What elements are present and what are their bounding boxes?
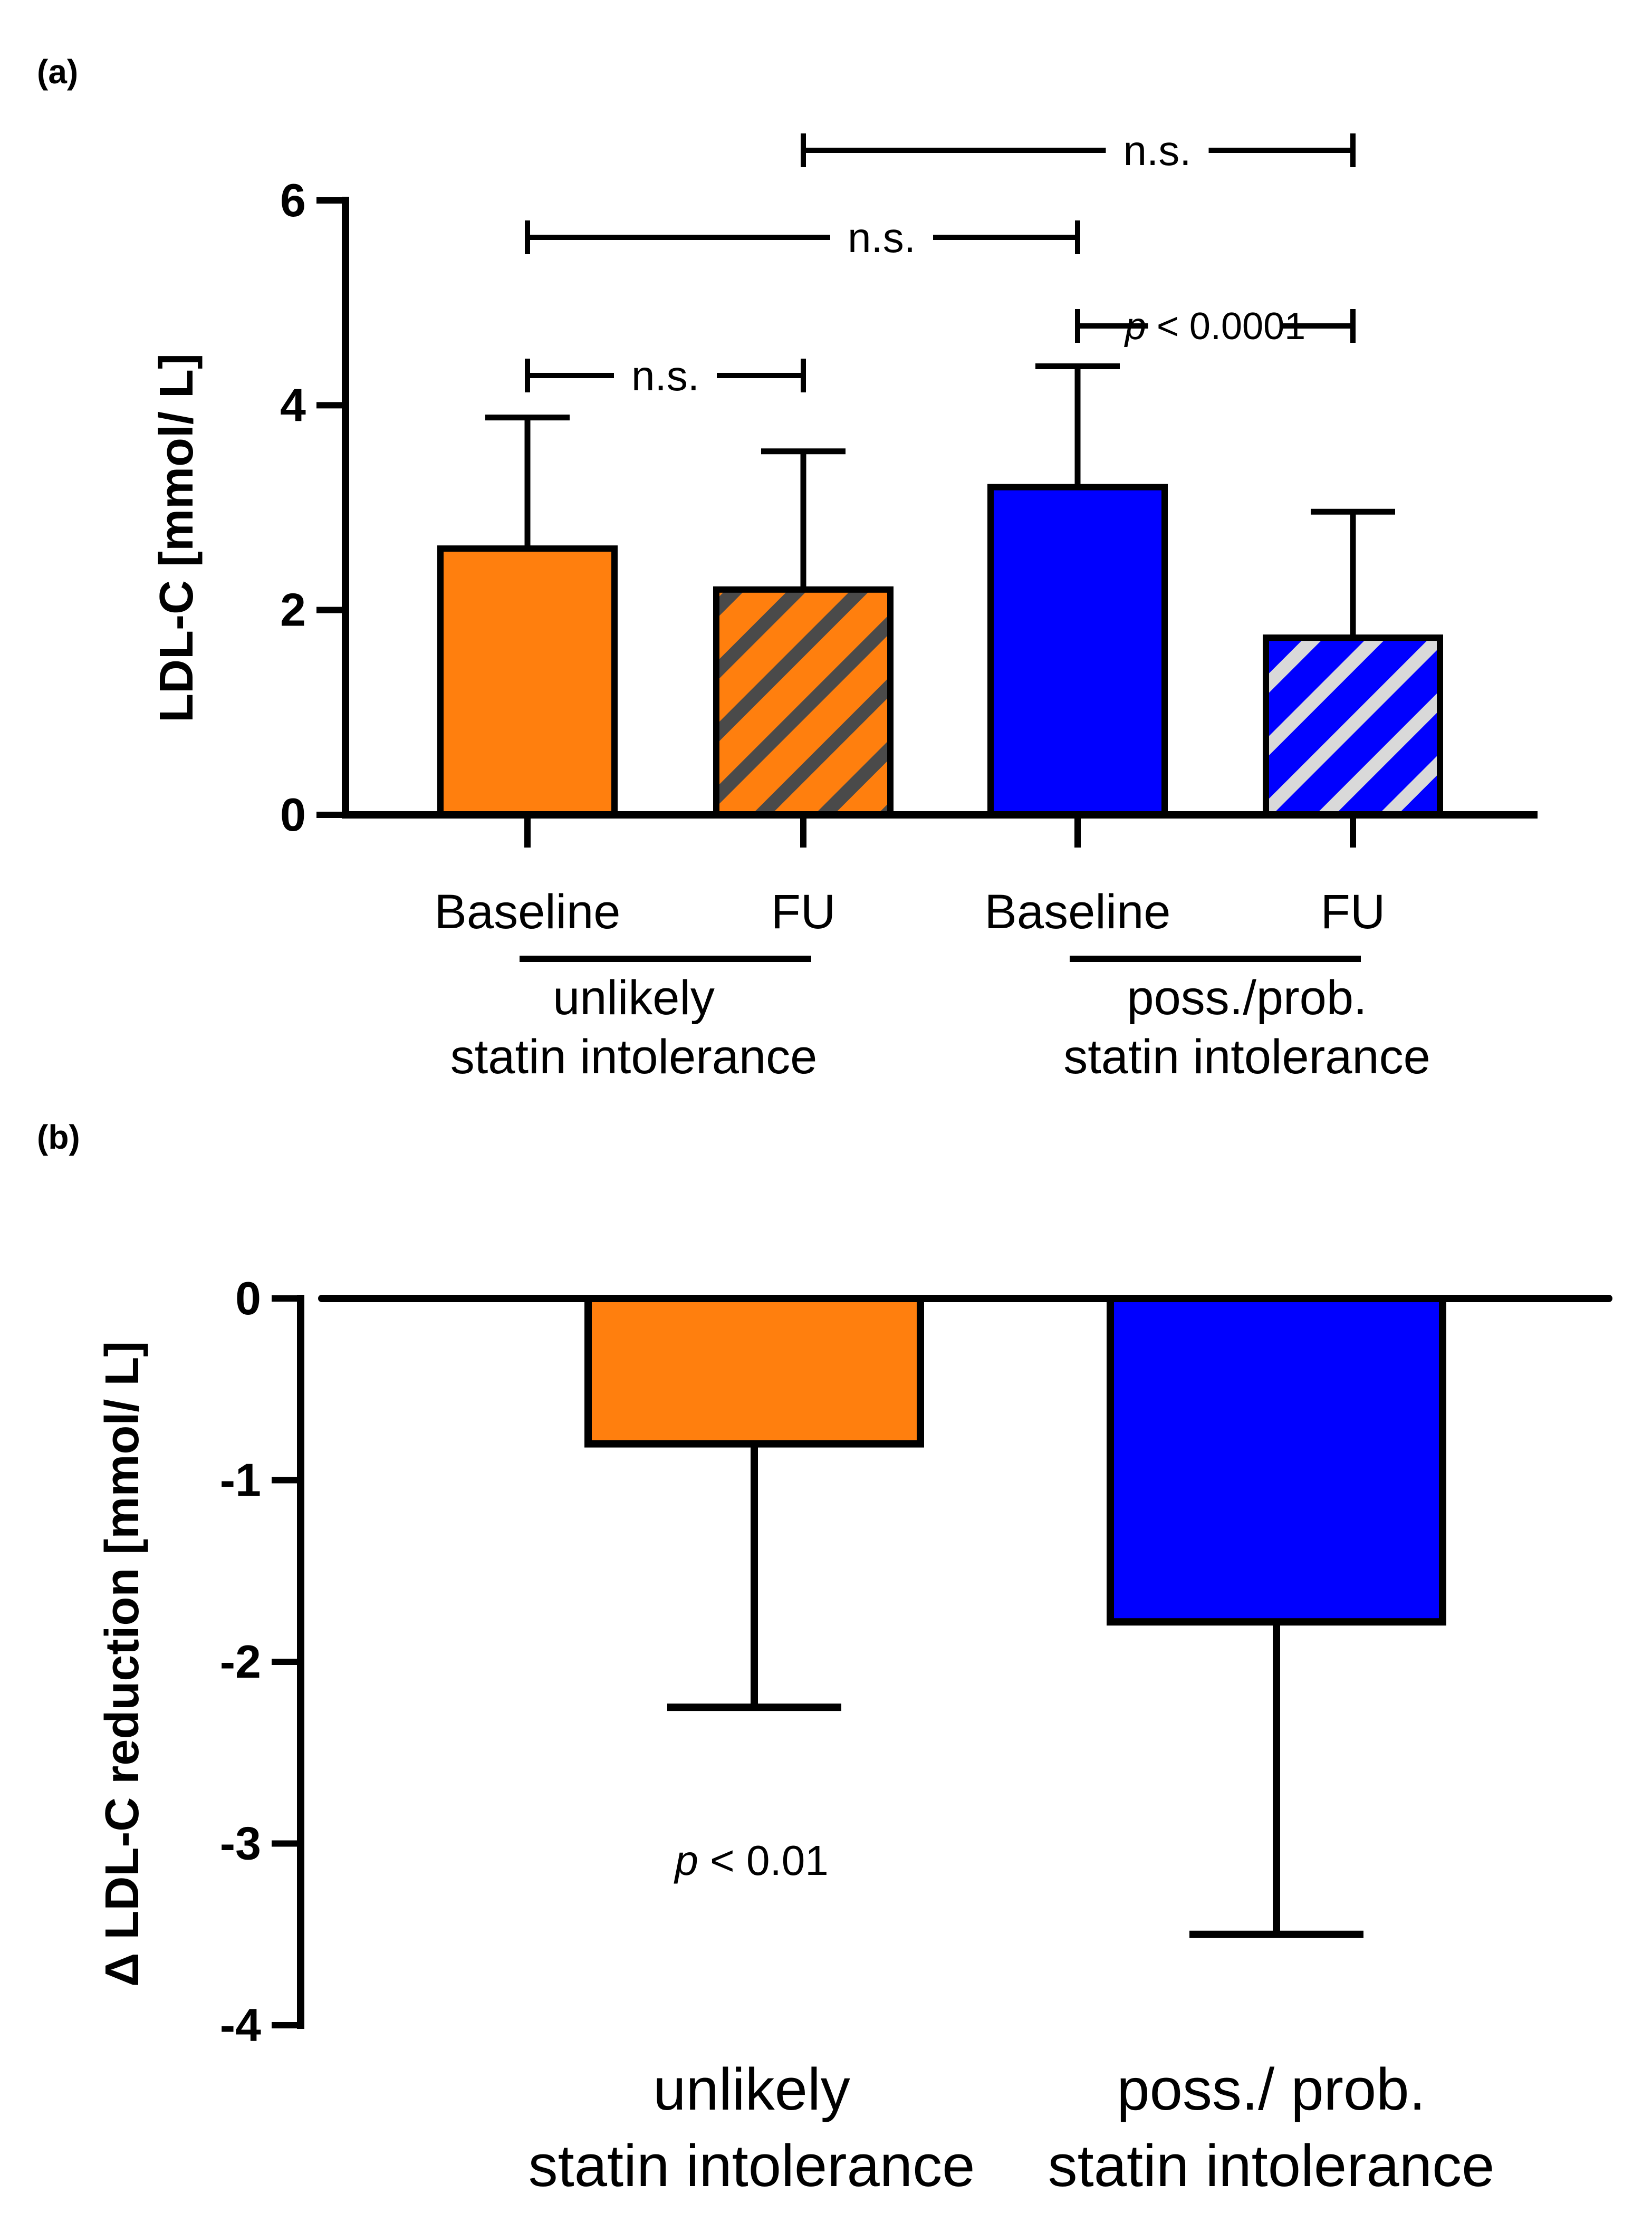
panel-b-category-label-line1: poss./ prob. bbox=[1117, 2056, 1425, 2122]
panel-a-y-axis-label: LDL-C [mmol/ L] bbox=[150, 353, 203, 723]
panel-b-category-label-line1: unlikely bbox=[653, 2056, 850, 2122]
panel-a-category-label: FU bbox=[1321, 885, 1386, 939]
panel-b-error-bars bbox=[667, 1443, 1363, 1938]
panel-a-significance-label: n.s. bbox=[848, 214, 916, 261]
panel-b-bar bbox=[1107, 1295, 1446, 1626]
panel-b-p-value: < 0.01 bbox=[698, 1837, 829, 1884]
panel-a-significance-brackets: n.s. n.s. n.s. p < 0.0001 bbox=[525, 127, 1356, 399]
panel-a-bar bbox=[437, 545, 618, 818]
panel-b-y-tick-label: 0 bbox=[235, 1272, 261, 1324]
panel-b-label: (b) bbox=[37, 1118, 80, 1156]
panel-a-p-value: < 0.0001 bbox=[1146, 305, 1305, 348]
panel-b-y-tick-label: -1 bbox=[220, 1454, 261, 1506]
panel-a-group-label-line1: poss./prob. bbox=[1127, 971, 1367, 1025]
panel-b-category-labels: unlikely statin intolerance poss./ prob. st… bbox=[529, 2056, 1495, 2199]
panel-a-group-label-line1: unlikely bbox=[553, 971, 715, 1025]
panel-b-y-tick-label: -3 bbox=[220, 1817, 261, 1870]
panel-b-y-axis-label: Δ LDL-C reduction [mmol/ L] bbox=[96, 1341, 149, 1987]
panel-a-category-label: Baseline bbox=[985, 885, 1171, 939]
panel-b-y-tick-label: -4 bbox=[220, 1999, 261, 2051]
panel-a-significance-label: n.s. bbox=[1123, 127, 1192, 174]
panel-b-bars bbox=[584, 1295, 1446, 1626]
panel-a-bars bbox=[437, 484, 1443, 819]
panel-a-group-label-line2: statin intolerance bbox=[450, 1030, 818, 1084]
panel-a-category-labels: Baseline FU Baseline FU bbox=[435, 885, 1386, 939]
panel-a-significance-label: p < 0.0001 bbox=[1124, 305, 1305, 348]
panel-a-label: (a) bbox=[37, 53, 78, 91]
panel-b-p-symbol: p bbox=[674, 1837, 698, 1884]
panel-b-p-value-annotation: p < 0.01 bbox=[674, 1837, 828, 1884]
panel-b-category-label-line2: statin intolerance bbox=[529, 2133, 975, 2199]
panel-a-y-ticks: 0 2 4 6 bbox=[280, 174, 345, 841]
panel-b-y-tick-label: -2 bbox=[220, 1635, 261, 1688]
panel-a-bar bbox=[713, 586, 894, 819]
panel-a-p-symbol: p bbox=[1124, 305, 1146, 348]
panel-a-group-label-line2: statin intolerance bbox=[1063, 1030, 1430, 1084]
panel-a-y-tick-label: 6 bbox=[280, 174, 306, 226]
panel-b-y-ticks: 0 -1 -2 -3 -4 bbox=[220, 1272, 301, 2051]
panel-a-error-bars bbox=[485, 363, 1395, 638]
panel-a-x-ticks bbox=[524, 815, 1356, 848]
panel-a-bar bbox=[1263, 634, 1443, 818]
panel-a-category-label: FU bbox=[771, 885, 836, 939]
panel-a-y-tick-label: 0 bbox=[280, 788, 306, 841]
panel-a-y-tick-label: 2 bbox=[280, 584, 306, 636]
panel-a-y-tick-label: 4 bbox=[280, 379, 306, 431]
panel-b-category-label-line2: statin intolerance bbox=[1048, 2133, 1495, 2199]
panel-b-bar bbox=[584, 1295, 924, 1448]
panel-a-category-label: Baseline bbox=[435, 885, 621, 939]
panel-a-significance-label: n.s. bbox=[631, 352, 699, 399]
panel-b-chart: (b) Δ LDL-C reduction [mmol/ L] 0 -1 -2 -3 -… bbox=[37, 1118, 1612, 2199]
panel-a-bar bbox=[987, 484, 1168, 818]
